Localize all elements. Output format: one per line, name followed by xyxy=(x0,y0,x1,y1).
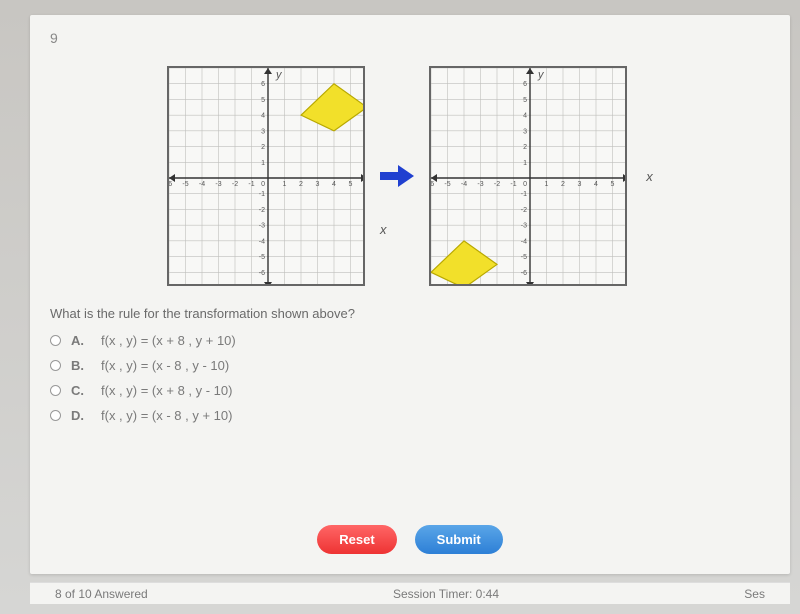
svg-text:4: 4 xyxy=(261,113,265,120)
question-text: What is the rule for the transformation … xyxy=(50,306,770,321)
choice-b[interactable]: B. f(x , y) = (x - 8 , y - 10) xyxy=(50,358,770,373)
svg-text:4: 4 xyxy=(332,181,336,188)
svg-text:-4: -4 xyxy=(461,181,467,188)
svg-text:1: 1 xyxy=(523,160,527,167)
svg-text:-2: -2 xyxy=(232,181,238,188)
svg-text:5: 5 xyxy=(523,97,527,104)
svg-text:-6: -6 xyxy=(167,181,172,188)
svg-text:3: 3 xyxy=(578,181,582,188)
svg-text:-1: -1 xyxy=(511,181,517,188)
svg-text:-5: -5 xyxy=(521,254,527,261)
choice-letter: C. xyxy=(71,383,91,398)
choice-text: f(x , y) = (x - 8 , y - 10) xyxy=(101,358,229,373)
svg-text:-4: -4 xyxy=(199,181,205,188)
svg-text:-1: -1 xyxy=(259,191,265,198)
choice-letter: B. xyxy=(71,358,91,373)
svg-text:1: 1 xyxy=(545,181,549,188)
svg-text:-6: -6 xyxy=(521,270,527,277)
choices-list: A. f(x , y) = (x + 8 , y + 10) B. f(x , … xyxy=(50,333,770,423)
graph-right: -6-5-4-3-2-1123456-6-5-4-3-2-11234560y xyxy=(429,66,627,286)
graph-left: -6-5-4-3-2-1123456-6-5-4-3-2-11234560y xyxy=(167,66,365,286)
svg-text:-4: -4 xyxy=(521,238,527,245)
choice-letter: A. xyxy=(71,333,91,348)
x-axis-label-left: x xyxy=(380,222,387,237)
radio-icon[interactable] xyxy=(50,410,61,421)
svg-text:-1: -1 xyxy=(249,181,255,188)
svg-text:3: 3 xyxy=(523,128,527,135)
svg-text:-3: -3 xyxy=(259,223,265,230)
reset-button[interactable]: Reset xyxy=(317,525,396,554)
svg-text:y: y xyxy=(537,69,545,81)
question-panel: 9 -6 -5 -4 -3 -2 -1 1 2 3 4 5 6 -6 -5 -4 -3 -2 -1 1 2 3 4 5 6 0 y… xyxy=(30,15,790,574)
radio-icon[interactable] xyxy=(50,385,61,396)
choice-text: f(x , y) = (x + 8 , y + 10) xyxy=(101,333,236,348)
svg-text:-6: -6 xyxy=(259,270,265,277)
svg-text:-3: -3 xyxy=(521,223,527,230)
transform-arrow-icon xyxy=(380,164,414,188)
svg-text:4: 4 xyxy=(594,181,598,188)
svg-text:6: 6 xyxy=(523,81,527,88)
svg-text:2: 2 xyxy=(523,144,527,151)
svg-text:4: 4 xyxy=(523,113,527,120)
svg-text:-1: -1 xyxy=(521,191,527,198)
svg-text:6: 6 xyxy=(261,81,265,88)
graphs-row: -6 -5 -4 -3 -2 -1 1 2 3 4 5 6 -6 -5 -4 -3 -2 -1 1 2 3 4 5 6 0 y -… xyxy=(50,66,770,286)
answered-count: 8 of 10 Answered xyxy=(55,587,148,601)
radio-icon[interactable] xyxy=(50,360,61,371)
svg-text:-5: -5 xyxy=(183,181,189,188)
svg-text:1: 1 xyxy=(261,160,265,167)
svg-text:2: 2 xyxy=(261,144,265,151)
session-cut: Ses xyxy=(744,587,765,601)
svg-text:2: 2 xyxy=(299,181,303,188)
svg-text:0: 0 xyxy=(523,181,527,188)
choice-letter: D. xyxy=(71,408,91,423)
svg-text:0: 0 xyxy=(261,181,265,188)
button-row: Reset Submit xyxy=(30,525,790,554)
svg-text:-2: -2 xyxy=(259,207,265,214)
svg-text:5: 5 xyxy=(261,97,265,104)
question-number: 9 xyxy=(50,30,770,46)
svg-text:-5: -5 xyxy=(445,181,451,188)
choice-a[interactable]: A. f(x , y) = (x + 8 , y + 10) xyxy=(50,333,770,348)
svg-text:-5: -5 xyxy=(259,254,265,261)
svg-text:y: y xyxy=(275,69,283,81)
svg-text:1: 1 xyxy=(283,181,287,188)
svg-text:2: 2 xyxy=(561,181,565,188)
svg-text:5: 5 xyxy=(349,181,353,188)
session-timer: Session Timer: 0:44 xyxy=(393,587,499,601)
choice-c[interactable]: C. f(x , y) = (x + 8 , y - 10) xyxy=(50,383,770,398)
svg-text:3: 3 xyxy=(261,128,265,135)
svg-text:-2: -2 xyxy=(521,207,527,214)
svg-text:-4: -4 xyxy=(259,238,265,245)
submit-button[interactable]: Submit xyxy=(415,525,503,554)
radio-icon[interactable] xyxy=(50,335,61,346)
svg-text:-2: -2 xyxy=(494,181,500,188)
footer-bar: 8 of 10 Answered Session Timer: 0:44 Ses xyxy=(30,582,790,604)
svg-text:-3: -3 xyxy=(478,181,484,188)
svg-text:-6: -6 xyxy=(429,181,434,188)
choice-text: f(x , y) = (x - 8 , y + 10) xyxy=(101,408,232,423)
x-axis-label-right: x xyxy=(646,169,653,184)
choice-d[interactable]: D. f(x , y) = (x - 8 , y + 10) xyxy=(50,408,770,423)
svg-text:-3: -3 xyxy=(216,181,222,188)
svg-text:3: 3 xyxy=(316,181,320,188)
svg-text:5: 5 xyxy=(611,181,615,188)
choice-text: f(x , y) = (x + 8 , y - 10) xyxy=(101,383,232,398)
